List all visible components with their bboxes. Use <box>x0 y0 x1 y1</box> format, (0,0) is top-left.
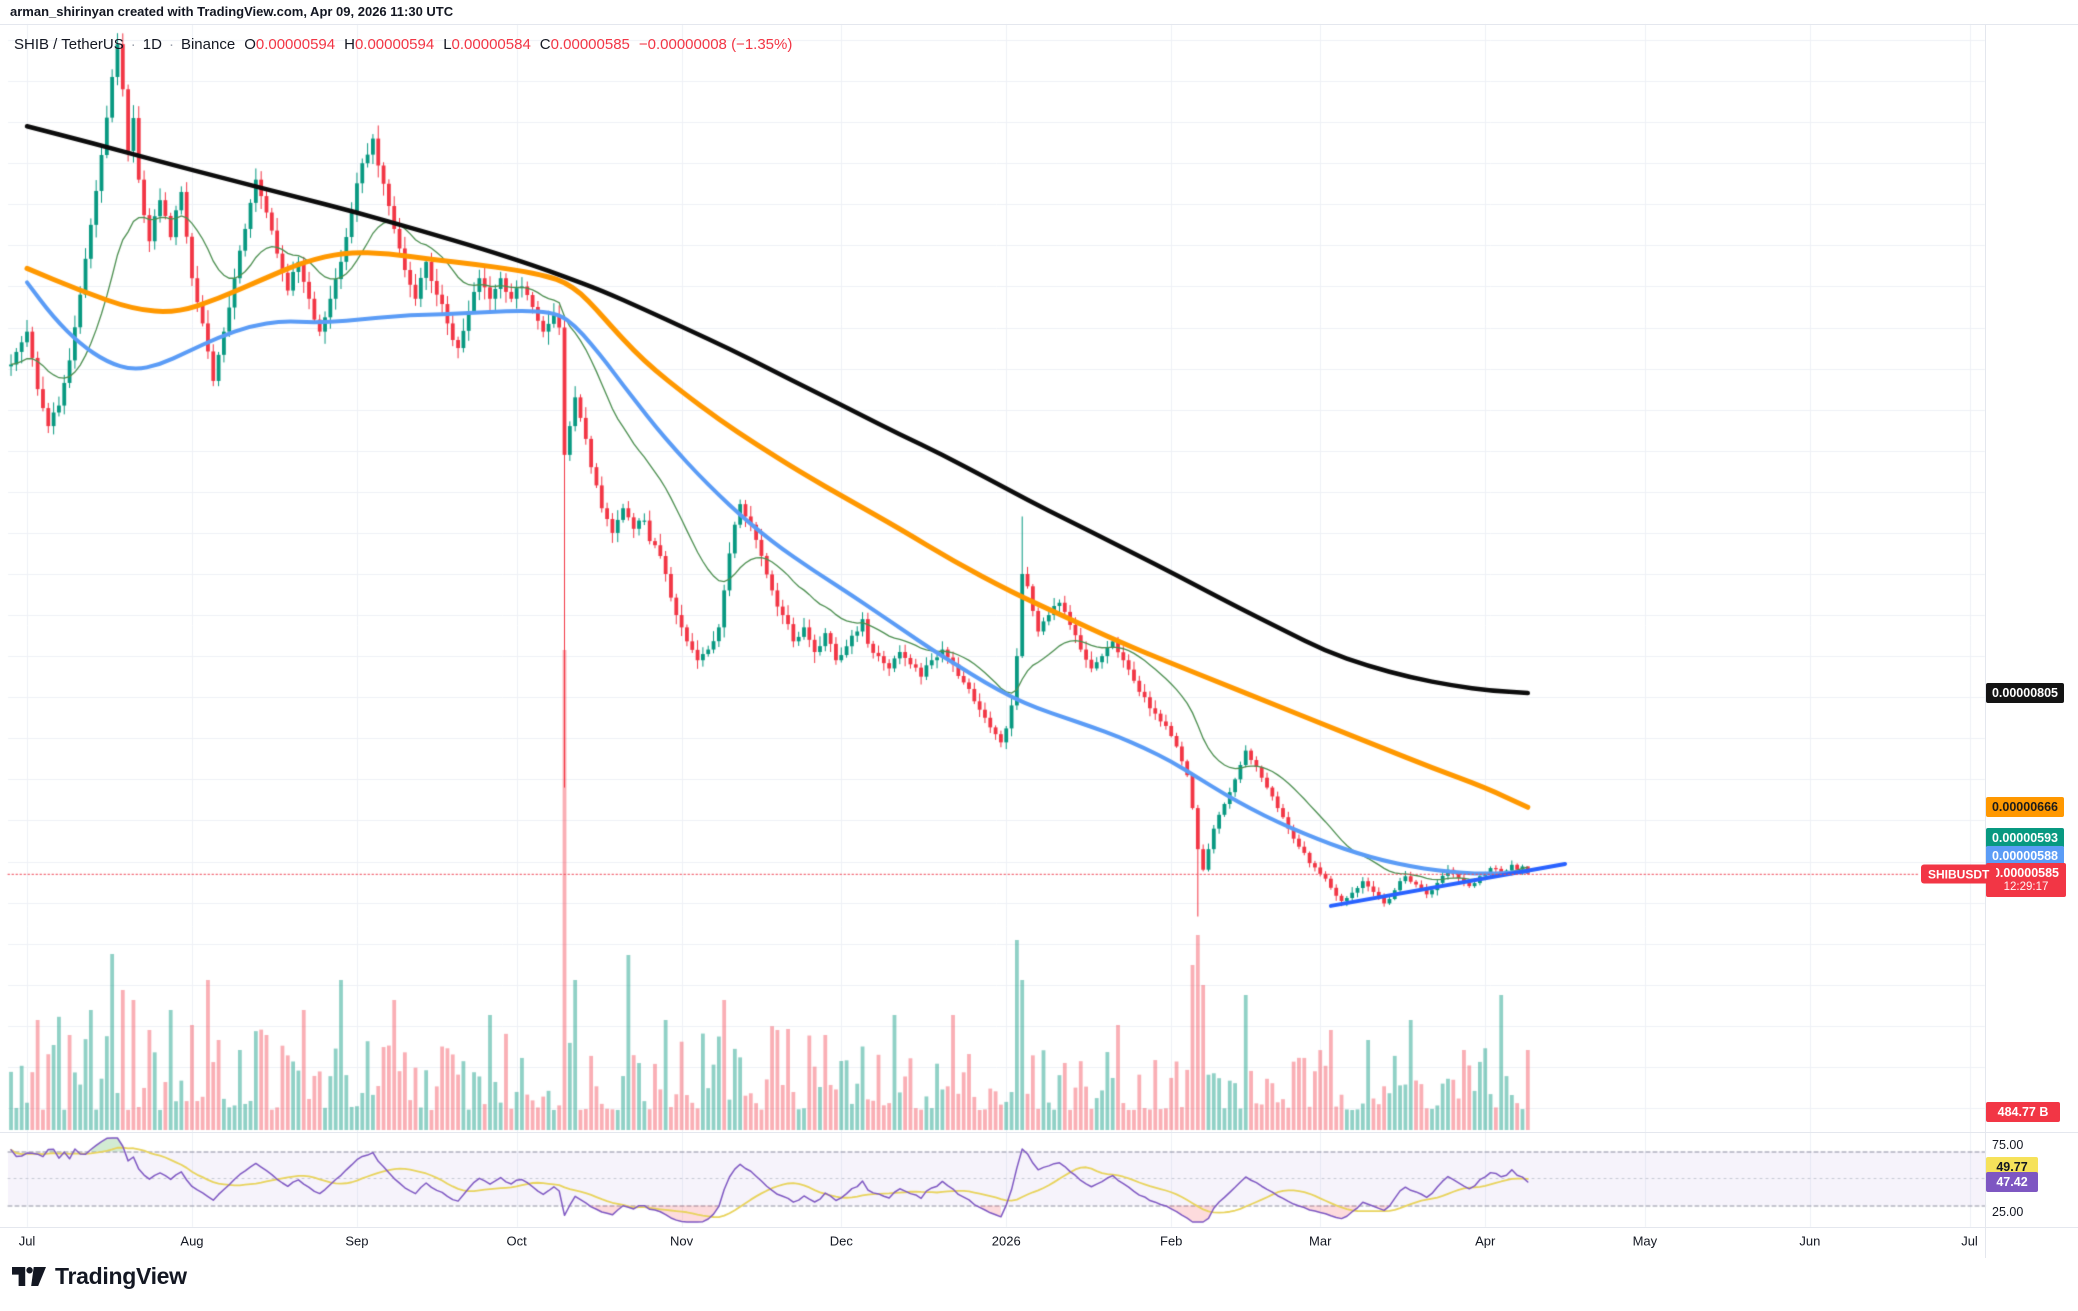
ma-blue-price-tag: 0.00000588 <box>1986 846 2064 866</box>
attribution-text: arman_shirinyan created with TradingView… <box>10 4 454 19</box>
time-axis-label: Jun <box>1799 1233 1821 1249</box>
tradingview-logo-text: TradingView <box>55 1263 187 1289</box>
interval-label[interactable]: 1D <box>142 36 162 53</box>
time-axis-label: Jul <box>1961 1233 1978 1249</box>
pane-separator-rsi[interactable] <box>0 1132 2078 1133</box>
ohlc-item: L0.00000584 <box>443 36 531 53</box>
last-price-tag: 0.00000585 12:29:17 <box>1986 863 2066 897</box>
last-price-value: 0.00000585 <box>1992 866 2060 880</box>
rsi-upper-band-label: 75.00 <box>1992 1138 2024 1152</box>
time-axis[interactable]: Jul Aug Sep Oct Nov Dec 2026 Feb Mar Apr May Jun Jul <box>0 1228 1985 1258</box>
ma-green-price-tag: 0.00000593 <box>1986 828 2064 848</box>
time-axis-label: Dec <box>829 1233 853 1249</box>
tradingview-logo[interactable]: TradingView <box>12 1263 187 1290</box>
ohlc-values: O0.00000594 H0.00000594 L0.00000584 C0.0000… <box>235 36 630 53</box>
time-axis-label: May <box>1632 1233 1658 1249</box>
volume-value-tag: 484.77 B <box>1986 1102 2060 1122</box>
ma-orange-price-tag: 0.00000666 <box>1986 797 2064 817</box>
price-scale-divider <box>1985 24 1986 1258</box>
time-axis-label: Jul <box>18 1233 36 1249</box>
symbol-price-line-marker[interactable]: SHIBUSDT <box>1921 864 1997 884</box>
symbol-title[interactable]: SHIB / TetherUS <box>14 36 124 53</box>
time-axis-label: Apr <box>1475 1233 1496 1249</box>
rsi-value-tag: 47.42 <box>1986 1172 2038 1192</box>
header-divider <box>0 24 2078 25</box>
tradingview-logo-icon <box>12 1267 46 1286</box>
price-scale[interactable]: 0.000016000.000015500.000015000.00001450… <box>1985 24 2078 1227</box>
ohlc-item: H0.00000594 <box>344 36 435 53</box>
pane-separator-time-axis[interactable] <box>0 1227 2078 1228</box>
time-axis-label: Mar <box>1309 1233 1332 1249</box>
change-value: −0.00000008 (−1.35%) <box>638 36 793 53</box>
time-axis-label: Sep <box>345 1233 369 1249</box>
time-axis-label: Feb <box>1160 1233 1183 1249</box>
exchange-label[interactable]: Binance <box>180 36 236 53</box>
chart-legend: SHIB / TetherUS · 1D · Binance O0.000005… <box>14 36 792 53</box>
rsi-lower-band-label: 25.00 <box>1992 1205 2024 1219</box>
time-axis-label: Nov <box>670 1233 694 1249</box>
legend-separator: · <box>168 36 174 53</box>
bar-countdown: 12:29:17 <box>2003 881 2049 893</box>
time-axis-label: 2026 <box>991 1233 1021 1249</box>
ohlc-item: C0.00000585 <box>539 36 630 53</box>
ma-black-price-tag: 0.00000805 <box>1986 683 2064 703</box>
ohlc-item: O0.00000594 <box>244 36 336 53</box>
time-axis-label: Aug <box>180 1233 204 1249</box>
time-axis-label: Oct <box>506 1233 527 1249</box>
legend-separator: · <box>130 36 136 53</box>
